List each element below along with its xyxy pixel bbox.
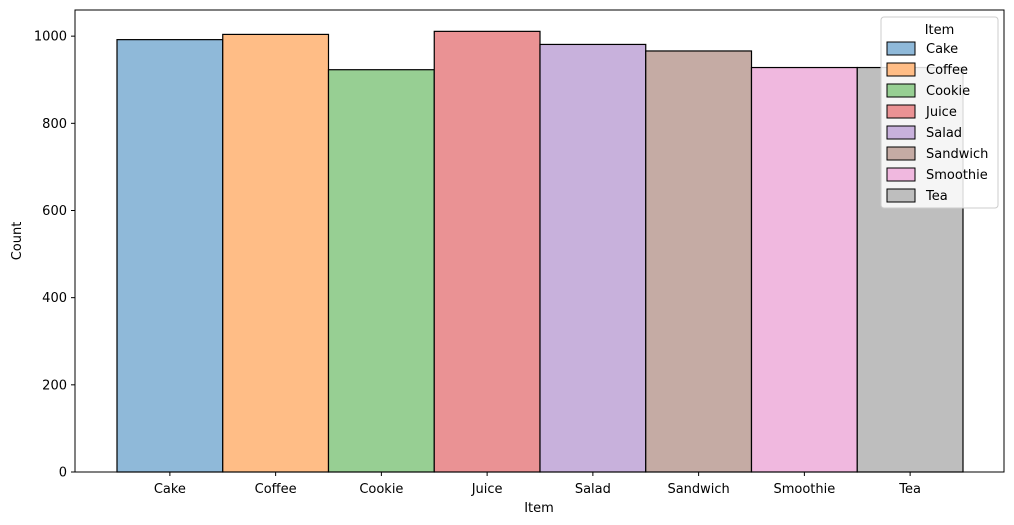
legend-swatch-juice <box>886 104 916 119</box>
legend-swatch-smoothie <box>886 167 916 182</box>
y-tick-label-600: 600 <box>42 204 67 219</box>
legend-swatch-cookie <box>886 83 916 98</box>
y-tick-label-200: 200 <box>42 378 67 393</box>
x-tick-label-sandwich: Sandwich <box>667 482 729 497</box>
bar-cookie <box>327 69 435 473</box>
legend-label-sandwich: Sandwich <box>926 147 988 162</box>
bar-smoothie <box>750 66 858 473</box>
legend: Item Cake Coffee Cookie Juice Salad Sandwich S… <box>880 16 999 209</box>
y-tick-label-400: 400 <box>42 291 67 306</box>
legend-items: Cake Coffee Cookie Juice Salad Sandwich Smooth… <box>886 41 988 204</box>
y-tick-label-1000: 1000 <box>34 30 67 45</box>
legend-label-juice: Juice <box>925 105 957 120</box>
x-tick-label-juice: Juice <box>471 482 503 497</box>
y-axis-label: Count <box>10 222 25 261</box>
legend-label-cookie: Cookie <box>926 84 970 99</box>
bar-sandwich <box>645 50 753 473</box>
bar-salad <box>539 43 647 473</box>
y-axis-ticks: 0 200 400 600 800 1000 <box>34 30 75 481</box>
legend-swatch-salad <box>886 125 916 140</box>
legend-title: Item <box>925 23 955 38</box>
bars-group <box>116 30 964 473</box>
x-tick-label-cake: Cake <box>154 482 186 497</box>
x-tick-label-salad: Salad <box>575 482 611 497</box>
y-tick-label-0: 0 <box>59 466 67 481</box>
x-tick-label-smoothie: Smoothie <box>773 482 835 497</box>
legend-swatch-sandwich <box>886 146 916 161</box>
legend-label-salad: Salad <box>926 126 962 141</box>
legend-label-smoothie: Smoothie <box>926 168 988 183</box>
y-tick-label-800: 800 <box>42 117 67 132</box>
x-axis-ticks: Cake Coffee Cookie Juice Salad Sandwich Smooth… <box>154 472 921 497</box>
x-tick-label-coffee: Coffee <box>255 482 297 497</box>
bar-coffee <box>222 33 330 473</box>
bar-cake <box>116 39 224 473</box>
plot-frame <box>74 9 1005 473</box>
bar-juice <box>433 30 541 473</box>
x-axis-label: Item <box>524 501 554 516</box>
x-tick-label-cookie: Cookie <box>359 482 403 497</box>
legend-swatch-tea <box>886 188 916 203</box>
legend-swatch-coffee <box>886 62 916 77</box>
legend-label-cake: Cake <box>926 42 958 57</box>
x-tick-label-tea: Tea <box>898 482 921 497</box>
legend-label-coffee: Coffee <box>926 63 968 78</box>
legend-swatch-cake <box>886 41 916 56</box>
legend-label-tea: Tea <box>925 189 948 204</box>
